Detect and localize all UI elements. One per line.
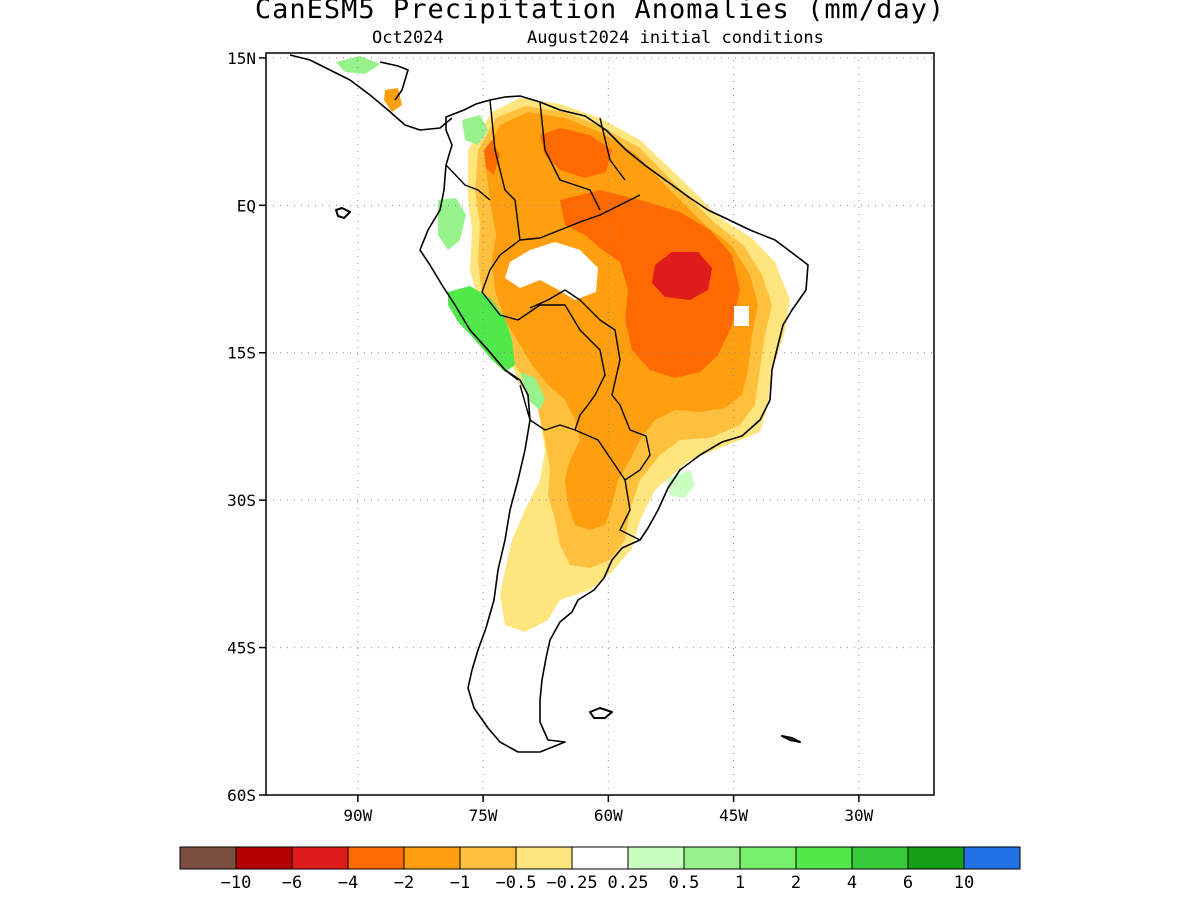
lon-tick-label: 30W	[844, 806, 873, 825]
lat-tick-label: 15N	[227, 49, 256, 68]
colorbar-label: 2	[791, 873, 801, 893]
anomaly-region-orange-central-america	[384, 88, 402, 112]
anomaly-region-dark-orange	[560, 190, 740, 378]
anomaly-shading	[336, 56, 790, 632]
colorbar-swatch	[235, 846, 293, 870]
anomaly-region-green-west-3	[520, 372, 545, 410]
coastlines	[289, 54, 809, 753]
colorbar-label: 10	[954, 873, 974, 893]
map-layers	[266, 53, 934, 795]
colorbar-label: 6	[903, 873, 913, 893]
anomaly-region-green-west-1	[448, 286, 515, 372]
colorbar-label: −6	[282, 873, 302, 893]
coastline-galapagos	[335, 207, 351, 219]
colorbar-swatch	[627, 846, 685, 870]
anomaly-missing-cell	[734, 306, 749, 326]
colorbar-label: 0.25	[608, 873, 649, 893]
colorbar-label: −2	[394, 873, 414, 893]
map-title: CanESM5 Precipitation Anomalies (mm/day)	[254, 0, 946, 25]
colorbar-swatch	[403, 846, 461, 870]
lon-tick-label: 75W	[469, 806, 498, 825]
initial-conditions: August2024 initial conditions	[527, 28, 824, 48]
colorbar-label: 0.5	[669, 873, 700, 893]
coastline-south-georgia	[781, 735, 801, 743]
colorbar-swatch	[291, 846, 349, 870]
forecast-month: Oct2024	[372, 28, 444, 48]
colorbar-swatch	[571, 846, 629, 870]
lat-tick-label: 30S	[227, 491, 256, 510]
lon-tick-label: 90W	[343, 806, 372, 825]
anomaly-region-green-west-2	[438, 198, 466, 250]
coastline-falklands	[589, 707, 613, 719]
lat-tick-label: 60S	[227, 786, 256, 805]
anomaly-region-white-patch	[505, 242, 598, 300]
colorbar-label: −10	[221, 873, 252, 893]
colorbar-swatch	[851, 846, 909, 870]
anomaly-region-red	[652, 252, 712, 300]
colorbar-swatch	[347, 846, 405, 870]
lat-tick-label: 15S	[227, 344, 256, 363]
coastline-central-america	[289, 54, 453, 131]
anomaly-region-green-caribbean	[336, 56, 380, 74]
colorbar-swatch	[459, 846, 517, 870]
lat-tick-label: 45S	[227, 639, 256, 658]
country-borders	[445, 99, 651, 541]
lat-tick-label: EQ	[237, 196, 256, 215]
colorbar: −10 −6 −4 −2 −1 −0.5 −0.25 0.25 0.5 1 2 4 6 10	[179, 846, 1021, 893]
lon-tick-label: 45W	[719, 806, 748, 825]
colorbar-label: −0.5	[496, 873, 537, 893]
colorbar-swatch	[179, 846, 237, 870]
colorbar-swatch	[795, 846, 853, 870]
colorbar-swatch	[515, 846, 573, 870]
anomaly-region-orange	[484, 112, 758, 530]
anomaly-region-orange-west	[484, 140, 500, 175]
colorbar-label: −1	[450, 873, 470, 893]
colorbar-swatch	[683, 846, 741, 870]
colorbar-swatch	[963, 846, 1021, 870]
anomaly-region-green-north	[462, 115, 488, 145]
colorbar-label: −0.25	[546, 873, 597, 893]
map-axes: 90W 75W 60W 45W 30W 15N EQ 15S 30S 45S 60S	[227, 49, 874, 825]
anomaly-region-dark-orange-north	[540, 128, 612, 178]
colorbar-label: −4	[338, 873, 358, 893]
colorbar-label: 4	[847, 873, 857, 893]
colorbar-swatch	[739, 846, 797, 870]
map-frame	[265, 52, 935, 796]
lon-tick-label: 60W	[594, 806, 623, 825]
graticule	[266, 53, 934, 795]
colorbar-swatch	[907, 846, 965, 870]
colorbar-label: 1	[735, 873, 745, 893]
